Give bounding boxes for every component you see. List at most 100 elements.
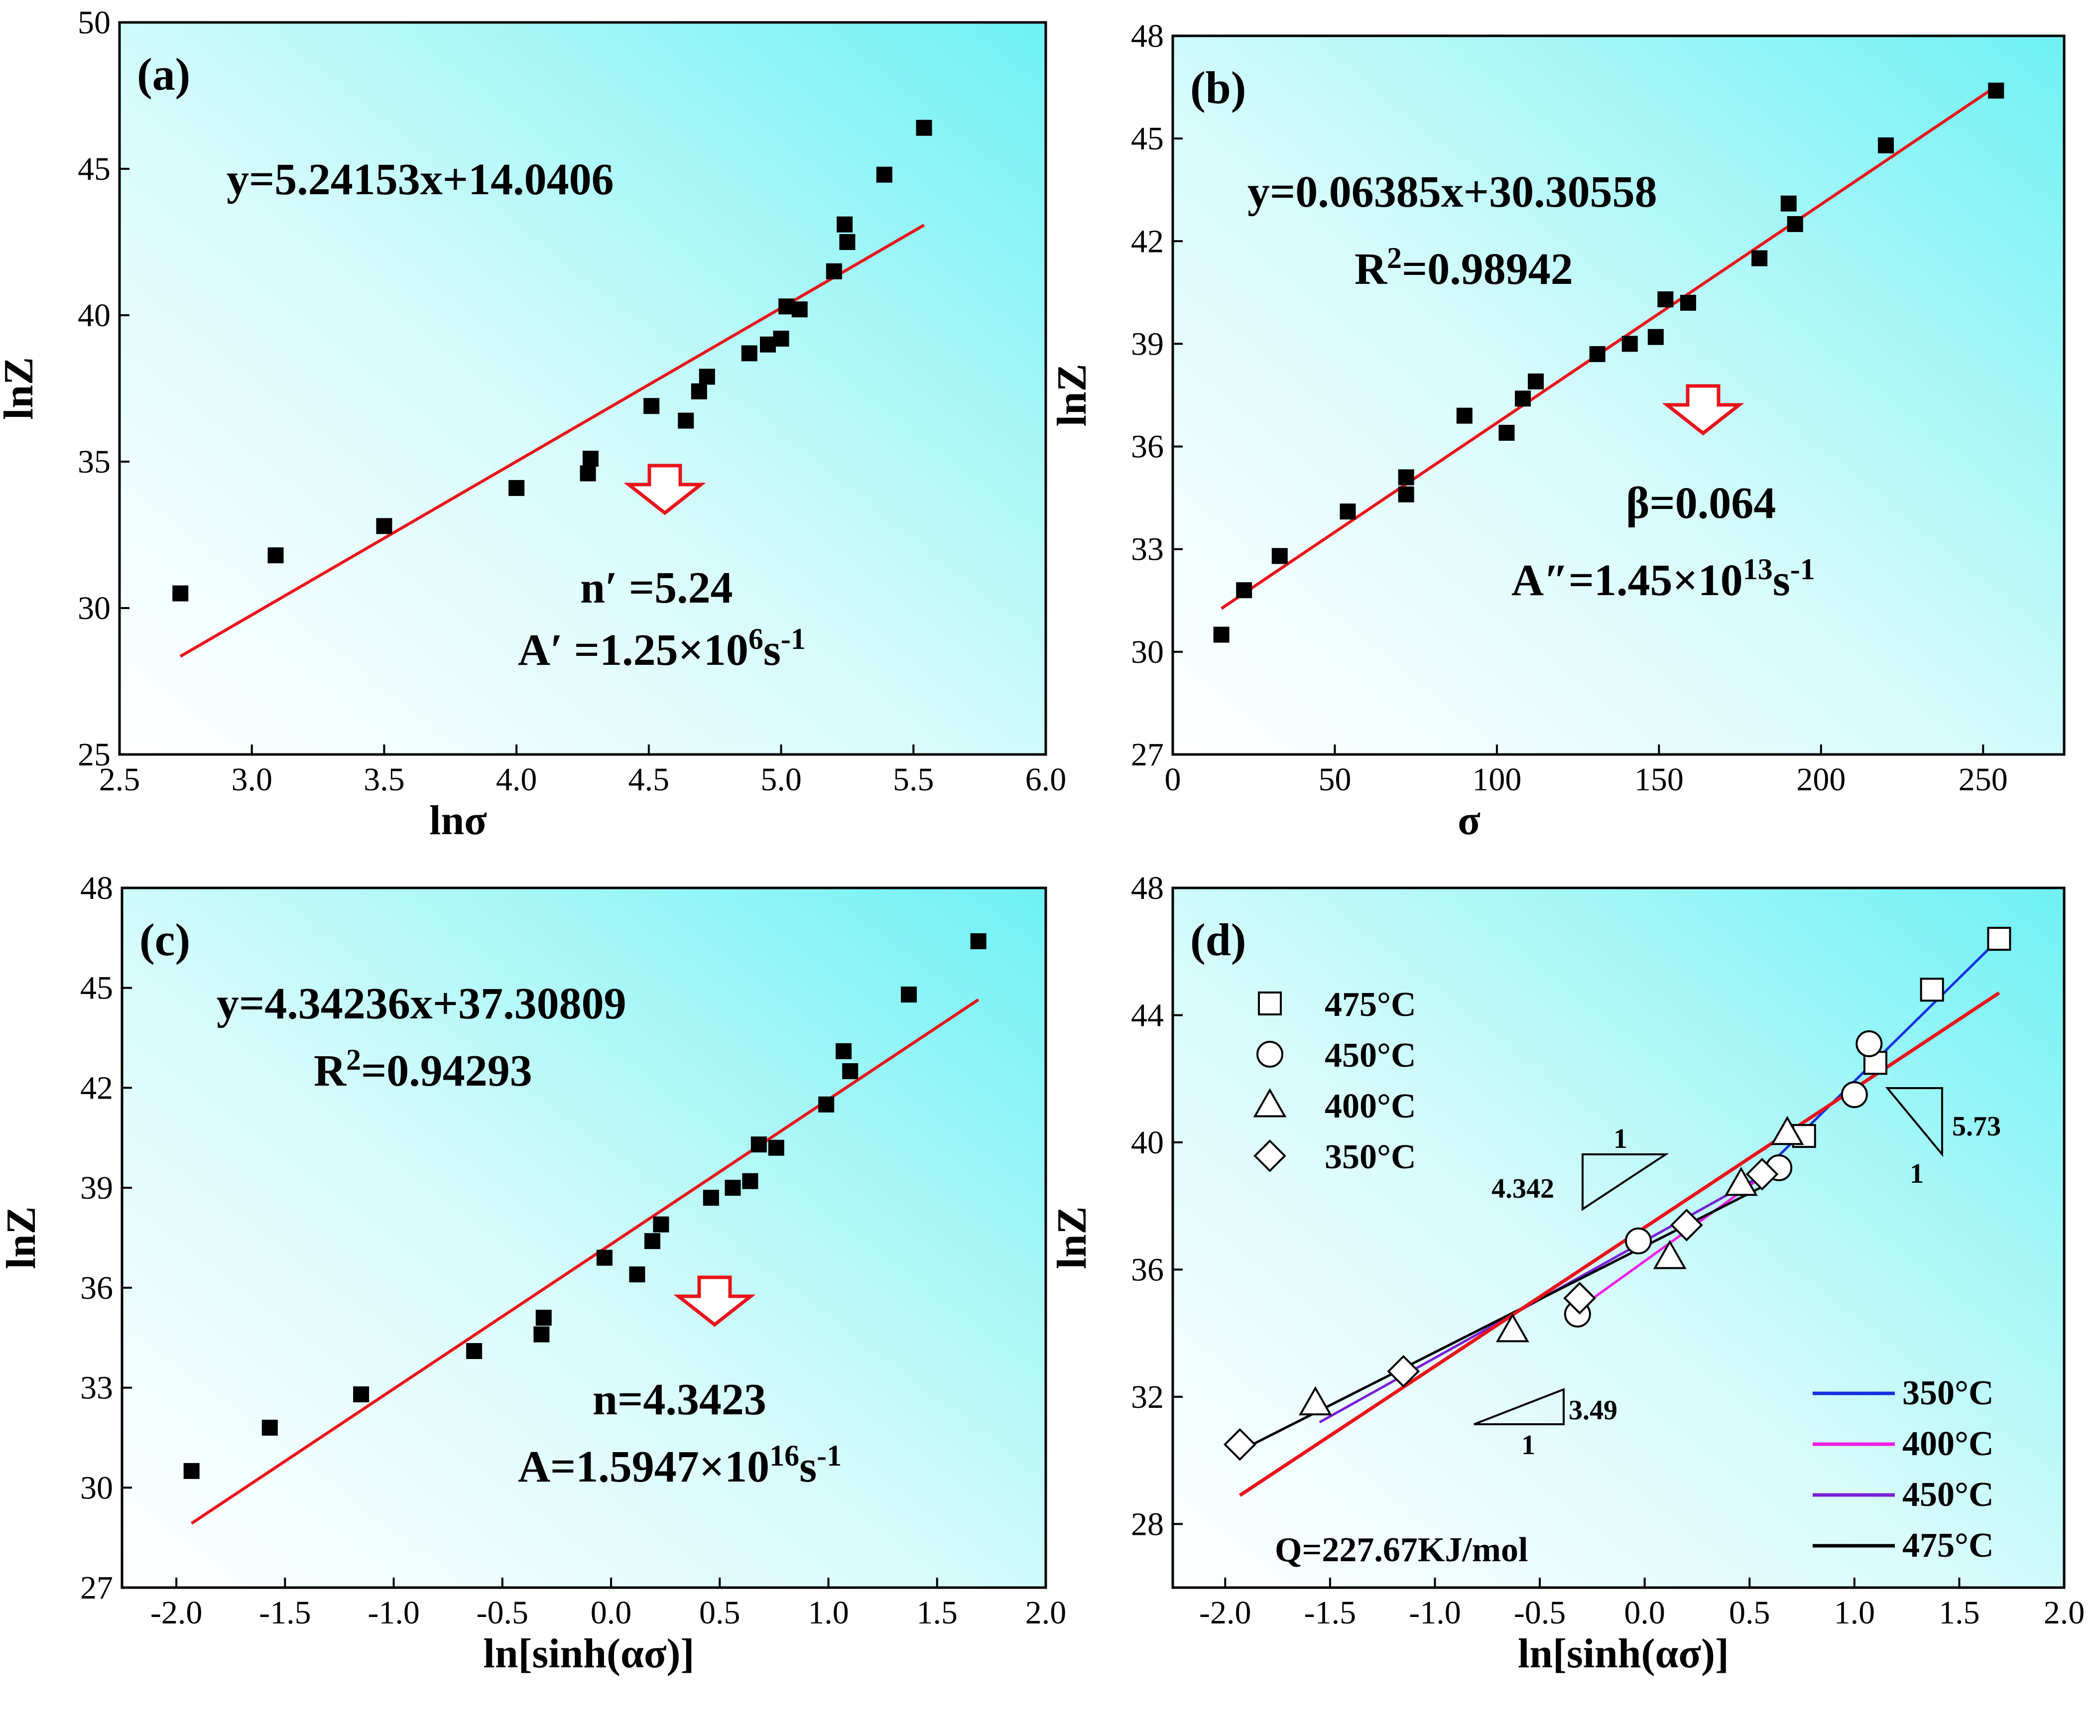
- x-tick-label: -0.5: [1514, 1595, 1566, 1631]
- x-tick-label: 1.0: [808, 1595, 849, 1631]
- x-tick-label: 5.5: [893, 761, 934, 798]
- panel-a: 2.5 3.0 3.5 4.0 4.5 5.0 5.5 6.0 25 30 35 40 45 50 lnσ l…: [0, 4, 1066, 844]
- panel-d: -2.0 -1.5 -1.0 -0.5 0.0 0.5 1.0 1.5 2.0 28 32 36 40 4…: [1049, 870, 2085, 1677]
- superscript: -1: [1790, 553, 1815, 586]
- legend-marker: [1253, 1139, 1286, 1172]
- slope-label: 1: [1521, 1430, 1535, 1461]
- fit-line: [1220, 85, 1997, 610]
- y-tick-label: 30: [78, 590, 111, 626]
- data-point: [629, 1266, 645, 1283]
- x-tick-label: 5.0: [760, 761, 802, 798]
- data-point-475c: [1920, 978, 1944, 1002]
- data-point: [533, 1326, 550, 1343]
- text-part: A=1.5947×10: [518, 1442, 769, 1491]
- panel-label: (b): [1190, 62, 1246, 113]
- slope-triangle: [1582, 1153, 1669, 1211]
- y-tick-label: 36: [1131, 1251, 1164, 1288]
- superscript: -1: [817, 1439, 842, 1472]
- data-point-350c: [1223, 1428, 1256, 1461]
- data-point-400c: [1770, 1116, 1804, 1145]
- x-tick-label: 2.5: [99, 761, 140, 798]
- x-tick-label: -1.5: [259, 1595, 311, 1631]
- y-tick-label: 33: [80, 1370, 113, 1406]
- text-part: s: [799, 1442, 817, 1491]
- panel-label: (c): [139, 914, 190, 965]
- y-axis-label: lnZ: [0, 357, 42, 420]
- data-point: [1398, 486, 1414, 502]
- y-tick-label: 45: [1131, 121, 1164, 157]
- data-point: [267, 547, 284, 564]
- data-point-400c: [1298, 1386, 1332, 1416]
- legend-label: 350°C: [1902, 1374, 1994, 1412]
- x-tick-label: 0.5: [699, 1595, 741, 1631]
- y-tick-label: 45: [78, 151, 111, 187]
- text-part: A′ =1.25×10: [518, 625, 748, 675]
- superscript: 2: [1387, 242, 1402, 274]
- data-point: [1680, 294, 1696, 311]
- legend-label: 475°C: [1325, 986, 1416, 1024]
- x-tick-label: -1.5: [1304, 1595, 1356, 1631]
- data-point: [678, 412, 694, 429]
- slope-triangle: [1885, 1087, 1943, 1157]
- x-tick-label: 4.5: [628, 761, 670, 798]
- data-point: [725, 1180, 741, 1196]
- data-point: [750, 1136, 767, 1153]
- data-point-400c: [1724, 1166, 1758, 1196]
- legend-label: 400°C: [1902, 1425, 1994, 1463]
- data-point: [172, 585, 189, 602]
- data-point: [916, 120, 932, 136]
- y-tick-label: 40: [1131, 1124, 1164, 1161]
- data-point: [699, 369, 715, 385]
- y-tick-label: 28: [1131, 1506, 1164, 1542]
- x-tick-label: 0: [1165, 761, 1181, 798]
- y-tick-label: 33: [1131, 531, 1164, 568]
- x-tick-label: 0.5: [1729, 1595, 1770, 1631]
- y-tick-label: 40: [78, 297, 111, 334]
- y-tick-label: 27: [80, 1570, 113, 1606]
- data-point: [703, 1190, 719, 1206]
- plot-frame: [1171, 34, 2066, 756]
- stress-exponent: n=4.3423: [593, 1375, 766, 1424]
- plot-background: [1173, 888, 2064, 1588]
- data-point-475c: [1987, 927, 2011, 951]
- x-tick-label: 250: [1959, 761, 2008, 798]
- data-point: [1514, 390, 1531, 407]
- y-tick-label: 44: [1131, 997, 1164, 1033]
- plot-frame: [118, 21, 1047, 756]
- data-point: [1657, 291, 1674, 308]
- down-arrow-icon: [1662, 384, 1744, 436]
- data-point: [1787, 216, 1803, 232]
- x-tick-label: -0.5: [477, 1595, 528, 1631]
- down-arrow-icon: [623, 464, 706, 515]
- data-point: [1878, 137, 1894, 153]
- x-axis-label: σ: [1458, 797, 1481, 844]
- text-part: =0.98942: [1402, 245, 1573, 294]
- y-tick-label: 36: [80, 1270, 113, 1306]
- data-point: [826, 263, 842, 279]
- x-tick-label: 3.0: [231, 761, 272, 798]
- slope-triangle: [1474, 1388, 1565, 1425]
- panel-c: -2.0 -1.5 -1.0 -0.5 0.0 0.5 1.0 1.5 2.0 27 30 33 36 3…: [0, 870, 1066, 1677]
- r-squared: R2=0.94293: [314, 1043, 532, 1096]
- data-point-450c: [1841, 1081, 1868, 1109]
- panel-label: (d): [1190, 914, 1246, 965]
- down-arrow-icon: [673, 1275, 756, 1327]
- data-point: [183, 1463, 200, 1479]
- y-axis-label: lnZ: [1049, 1206, 1095, 1269]
- x-tick-label: 2.0: [1025, 1595, 1067, 1631]
- x-tick-label: -1.0: [368, 1595, 419, 1631]
- plot-frame: [121, 886, 1047, 1589]
- fit-line: [179, 224, 925, 658]
- data-point: [643, 398, 660, 414]
- text-part: A″=1.45×10: [1511, 556, 1743, 605]
- data-point: [842, 1063, 859, 1079]
- data-point-400c: [1495, 1313, 1529, 1343]
- data-point: [1589, 346, 1606, 363]
- stress-exponent: n′ =5.24: [580, 563, 733, 613]
- y-tick-label: 48: [80, 870, 113, 906]
- data-point: [1236, 582, 1252, 599]
- data-point: [742, 1173, 758, 1189]
- text-part: R: [314, 1046, 347, 1096]
- plot-frame: [1171, 886, 2066, 1589]
- y-axis-label: lnZ: [1049, 364, 1095, 426]
